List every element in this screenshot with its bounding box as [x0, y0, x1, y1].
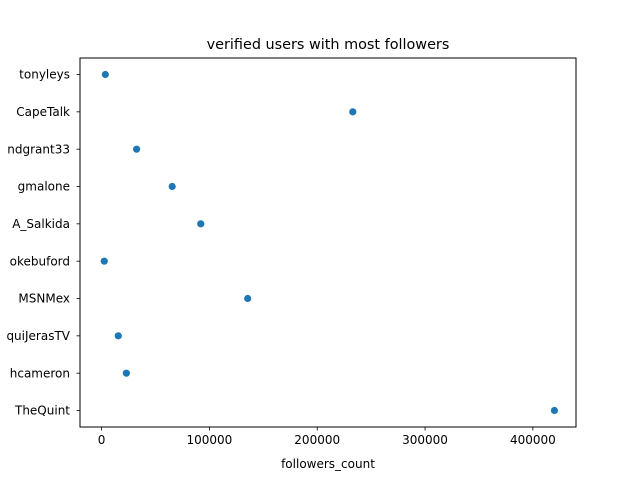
x-tick-label: 0 — [98, 433, 106, 447]
data-point — [122, 369, 130, 377]
data-point — [133, 145, 141, 153]
data-point — [168, 182, 176, 191]
x-axis-ticks: 0 100000 200000 300000 400000 — [98, 427, 556, 447]
data-point — [550, 406, 559, 415]
y-tick-label: quiJerasTV — [6, 329, 70, 343]
y-tick-label: MSNMex — [18, 292, 70, 306]
x-axis-label: followers_count — [281, 457, 375, 471]
y-tick-label: hcameron — [10, 366, 70, 380]
data-point — [244, 294, 252, 303]
data-points — [100, 70, 559, 415]
y-tick-label: TheQuint — [14, 404, 70, 418]
x-tick-label: 200000 — [294, 433, 340, 447]
chart-title: verified users with most followers — [207, 37, 450, 53]
x-tick-label: 300000 — [402, 433, 448, 447]
y-axis-ticks: tonyleys CapeTalk ndgrant33 gmalone A_Salkid… — [6, 68, 80, 418]
y-tick-label: gmalone — [18, 180, 70, 194]
data-point — [100, 257, 108, 265]
plot-area-frame — [79, 57, 577, 428]
data-point — [101, 70, 109, 79]
y-tick-label: A_Salkida — [12, 217, 70, 231]
y-tick-label: tonyleys — [19, 68, 70, 82]
y-tick-label: CapeTalk — [16, 105, 70, 119]
data-point — [114, 332, 122, 340]
data-point — [197, 220, 205, 228]
x-tick-label: 100000 — [186, 433, 232, 447]
data-point — [349, 108, 357, 116]
y-tick-label: okebuford — [10, 254, 70, 268]
x-tick-label: 400000 — [510, 433, 556, 447]
y-tick-label: ndgrant33 — [7, 142, 70, 156]
